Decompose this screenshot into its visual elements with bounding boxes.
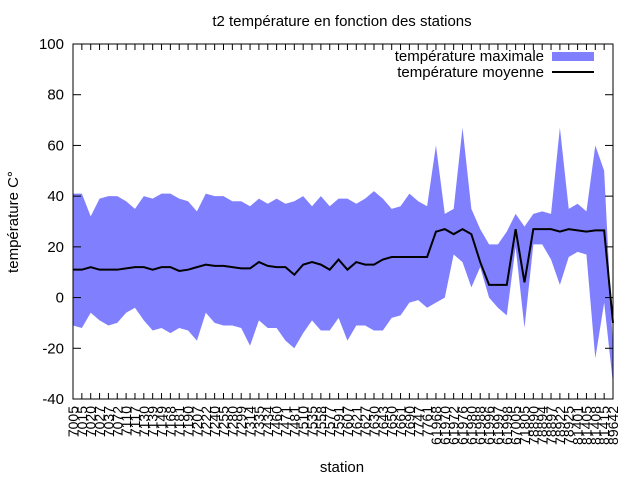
x-tick-label: 7072: [109, 406, 125, 437]
x-tick-label: 7149: [154, 406, 170, 437]
x-tick-label: 78894: [534, 406, 550, 445]
x-tick-label: 7255: [215, 406, 231, 437]
x-tick-label: 78925: [561, 406, 577, 445]
y-tick-label: -20: [42, 340, 64, 357]
x-axis: 7005701570207027703770727110711771307139…: [65, 44, 621, 445]
x-tick-label: 7280: [224, 406, 240, 437]
x-tick-label: 7481: [286, 406, 302, 437]
x-tick-label: 78897: [543, 406, 559, 445]
y-tick-label: 80: [47, 87, 64, 104]
x-tick-label: 7037: [100, 406, 116, 437]
x-tick-label: 7661: [393, 406, 409, 437]
x-tick-label: 7168: [162, 406, 178, 437]
x-tick-label: 81415: [596, 406, 612, 445]
x-tick-label: 7117: [127, 406, 143, 436]
x-tick-label: 7643: [375, 406, 391, 437]
y-axis: -40 -20 0 20 40 60 80 100: [39, 36, 613, 408]
x-tick-label: 7015: [74, 406, 90, 437]
x-tick-label: 81408: [587, 406, 603, 445]
x-tick-label: 7005: [65, 406, 81, 437]
x-tick-label: 71805: [516, 406, 532, 445]
y-tick-label: 100: [39, 36, 64, 53]
x-tick-label: 7558: [313, 406, 329, 437]
x-tick-label: 7535: [304, 406, 320, 437]
x-tick-label: 7591: [331, 406, 347, 437]
y-tick-label: 60: [47, 137, 64, 154]
x-tick-label: 61972: [446, 406, 462, 445]
y-tick-label: 20: [47, 239, 64, 256]
x-tick-label: 7207: [189, 406, 205, 437]
x-tick-label: 61976: [455, 406, 471, 445]
x-axis-label: station: [320, 459, 364, 476]
x-tick-label: 7434: [260, 406, 276, 437]
x-tick-label: 7314: [242, 406, 258, 437]
y-axis-label: température C°: [5, 171, 22, 273]
x-tick-label: 7577: [322, 406, 338, 437]
x-tick-label: 7690: [401, 406, 417, 437]
x-tick-label: 61998: [499, 406, 515, 445]
x-tick-label: 61968: [428, 406, 444, 445]
x-tick-label: 89642: [605, 406, 621, 445]
x-tick-label: 7510: [295, 406, 311, 437]
x-tick-label: 7627: [357, 406, 373, 437]
x-tick-label: 7020: [83, 406, 99, 437]
x-tick-label: 7630: [366, 406, 382, 437]
x-tick-label: 7139: [145, 406, 161, 437]
y-tick-label: 40: [47, 188, 64, 205]
x-tick-label: 7335: [251, 406, 267, 437]
x-tick-label: 81401: [570, 406, 586, 445]
x-tick-label: 7761: [419, 406, 435, 437]
x-tick-label: 81405: [578, 406, 594, 445]
legend: température maximale température moyenne: [395, 48, 594, 81]
legend-label-mean: température moyenne: [397, 64, 544, 81]
x-tick-label: 61970: [437, 406, 453, 445]
x-tick-label: 7621: [348, 406, 364, 437]
x-tick-label: 7607: [339, 406, 355, 437]
x-tick-label: 61996: [481, 406, 497, 445]
plot-frame: [72, 43, 614, 400]
x-tick-label: 67005: [508, 406, 524, 445]
x-tick-label: 7650: [384, 406, 400, 437]
x-tick-label: 7299: [233, 406, 249, 437]
x-tick-label: 7460: [269, 406, 285, 437]
chart-title: t2 température en fonction des stations: [212, 13, 471, 30]
x-tick-label: 7471: [277, 406, 293, 437]
x-tick-label: 7222: [198, 406, 214, 437]
x-tick-label: 61997: [490, 406, 506, 445]
legend-label-max: température maximale: [395, 48, 544, 65]
x-tick-label: 7130: [136, 406, 152, 437]
y-tick-label: 0: [56, 290, 64, 307]
x-tick-label: 7747: [410, 406, 426, 437]
x-tick-label: 7110: [118, 406, 134, 436]
legend-swatch-max: [552, 52, 594, 61]
x-tick-label: 7190: [180, 406, 196, 437]
series-band-max: [73, 127, 613, 384]
x-tick-label: 7240: [207, 406, 223, 437]
x-tick-label: 7181: [171, 406, 187, 437]
x-tick-label: 78890: [525, 406, 541, 445]
plot-area: [73, 127, 614, 384]
y-tick-label: -40: [42, 391, 64, 408]
x-tick-label: 78922: [552, 406, 568, 445]
x-tick-label: 7027: [92, 406, 108, 437]
x-tick-label: 61988: [472, 406, 488, 445]
x-tick-label: 61980: [463, 406, 479, 445]
series-line-mean: [73, 227, 614, 324]
